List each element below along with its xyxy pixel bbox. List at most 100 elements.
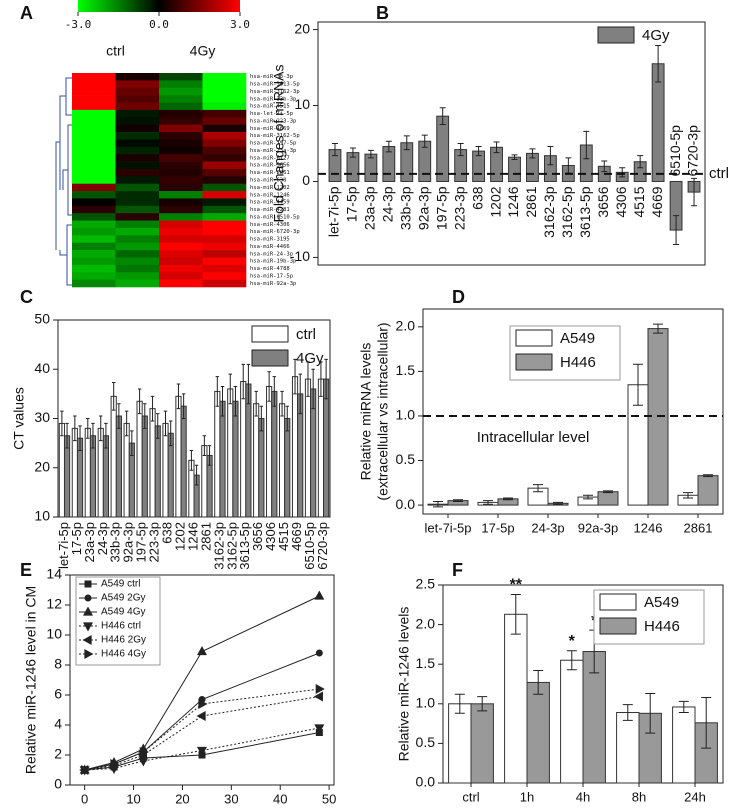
x-tick-label: 92a-3p [415,186,431,230]
heatmap-cell [115,87,160,96]
heatmap-cell [115,139,160,148]
bar [616,712,640,784]
legend-label: H446 4Gy [101,649,146,660]
panel-letter: B [376,3,389,23]
row-label: hsa-miR-1202 [250,185,290,191]
heatmap-cell [115,132,160,140]
legend-marker [82,634,92,646]
heatmap-cell [202,80,247,89]
error-bar [254,390,258,417]
heatmap-cell [72,272,116,280]
error-bar [331,143,338,157]
bar [214,390,221,518]
heatmap-cell [115,264,160,273]
x-tick-label: 3162-5p [224,522,239,570]
error-bar [678,700,689,714]
heatmap-cell [159,242,203,251]
point [81,764,91,776]
legend-swatch [599,593,637,611]
y-tick-label: 0.0 [396,496,416,512]
y-tick-label: 2.0 [416,615,436,631]
column-group-label: ctrl [106,43,125,59]
heatmap-cell [115,124,160,133]
error-bar [99,415,103,442]
heatmap-cell [159,102,203,111]
x-tick-label: 3613-5p [577,186,593,238]
bar [597,491,619,506]
error-bar [189,450,194,471]
error-bar [553,501,563,505]
heatmap-cell [115,183,160,192]
bar [154,425,161,518]
y-axis-label: (extracellular vs intracellular) [375,322,391,500]
error-bar [207,445,212,466]
error-bar [319,361,323,397]
error-bar [306,361,310,397]
bar [278,403,286,518]
heatmap-cell [202,124,247,133]
x-tick-label: 17-5p [481,520,514,535]
row-label: hsa-miR-19b-3p [250,259,296,265]
error-bar [117,403,121,429]
error-bar [673,215,680,245]
heatmap-cell [202,250,247,258]
error-bar [60,410,64,437]
error-bar [510,594,521,635]
bar [266,385,273,518]
plot-frame [422,308,724,515]
heatmap-cell [159,220,203,229]
point [110,758,120,770]
y-tick-label: 20 [294,20,310,36]
heatmap-cell [202,272,247,280]
error-bar [493,141,500,154]
annotation: ** [510,577,523,594]
legend-label: 4Gy [642,27,670,44]
legend-label: A549 ctrl [101,579,140,590]
error-bar [267,371,271,402]
heatmap-cell [202,109,247,118]
row-label: hsa-miR-197-5p [250,141,296,147]
error-bar [603,490,613,494]
error-bar [130,430,134,456]
heatmap-cell [115,146,160,155]
error-bar [280,390,284,417]
bar [323,378,330,518]
legend-label: H446 2Gy [101,635,146,646]
bar [123,422,130,518]
bar [58,422,65,518]
heatmap-cell [159,235,203,244]
row-label: hsa-miR-638 [250,178,286,184]
legend-box [593,589,705,645]
y-tick-label: 10 [46,626,62,642]
heatmap-cell [159,154,203,162]
legend-swatch [251,325,289,343]
error-bar [511,154,518,160]
x-tick-label: let-7i-5p [425,520,472,535]
error-bar [215,376,220,407]
point [138,757,149,767]
error-bar [220,385,225,417]
y-axis-label: Relative miR-1246 levels [396,607,412,762]
bar [110,395,117,518]
y-tick-label: -10 [290,248,310,264]
x-tick-label: 2861 [523,186,539,217]
x-tick-label: let-7i-5p [56,522,71,569]
error-bar [163,410,168,437]
x-tick-label: 4515 [631,186,647,217]
heatmap-cell [115,191,160,199]
x-tick-label: 6510-5p [667,125,683,177]
y-axis-label: Relative miR-1246 level in CM [23,586,39,774]
bar [470,703,494,784]
heatmap-cell [202,227,247,236]
y-tick-label: 1.5 [396,362,416,378]
heatmap-cell [115,205,160,214]
legend-marker [82,622,94,632]
colorbar [78,0,240,12]
error-bar [653,323,663,334]
bar [560,659,584,784]
heatmap-cell [72,257,116,266]
y-tick-label: 2 [54,746,62,762]
heatmap-cell [115,250,160,258]
heatmap-cell [202,161,247,170]
y-tick-label: 0 [54,776,62,792]
